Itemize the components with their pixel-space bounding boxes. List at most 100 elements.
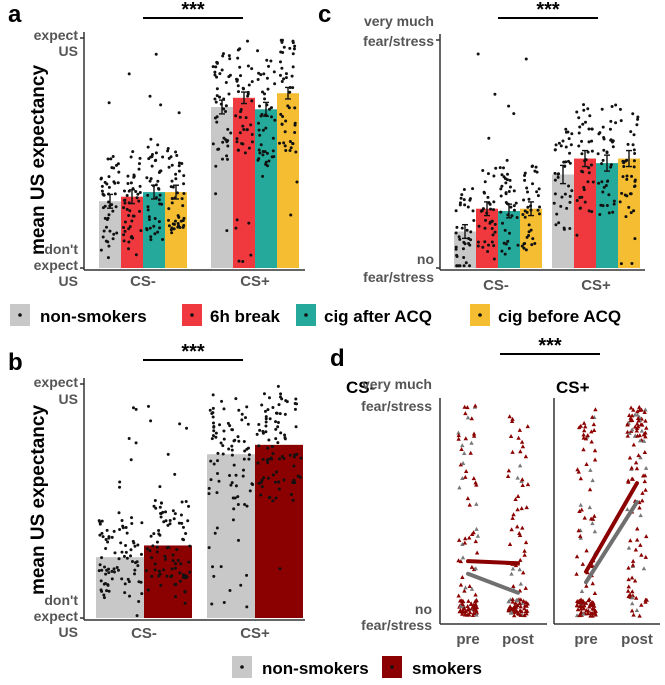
data-point [180, 500, 184, 504]
data-point [462, 264, 466, 268]
data-point [280, 66, 284, 70]
data-point [173, 219, 177, 223]
data-point [176, 558, 180, 562]
data-point [111, 155, 115, 159]
data-point [145, 228, 149, 232]
data-point [527, 223, 531, 227]
data-point [454, 245, 458, 249]
data-point [466, 205, 470, 209]
data-point [282, 77, 286, 81]
data-point [462, 404, 467, 409]
panel-c-xtick-csminus: CS- [483, 277, 509, 294]
data-point [257, 481, 261, 485]
data-point [462, 536, 468, 541]
data-point [137, 199, 141, 203]
data-point [245, 128, 249, 132]
data-point [515, 216, 519, 220]
data-point [171, 509, 175, 513]
data-point [574, 571, 579, 576]
data-point [580, 152, 584, 156]
data-point [279, 392, 283, 396]
data-point [250, 99, 254, 103]
bar-6h-break-CS+ [574, 158, 596, 268]
data-point [554, 143, 558, 147]
data-point [102, 582, 106, 586]
data-point [177, 111, 181, 115]
data-point [518, 557, 523, 562]
data-point [220, 157, 224, 161]
data-point [583, 424, 588, 429]
data-point [225, 154, 229, 158]
data-point [138, 191, 142, 195]
data-point [582, 103, 586, 107]
data-point [490, 219, 494, 223]
data-point [284, 76, 288, 80]
data-point [468, 602, 474, 607]
data-point [633, 237, 637, 241]
data-point [179, 513, 183, 517]
data-point [185, 426, 189, 430]
data-point [255, 432, 259, 436]
data-point [521, 213, 525, 217]
data-point [580, 139, 584, 143]
data-point [576, 469, 581, 474]
data-point [586, 180, 590, 184]
data-point [266, 87, 270, 91]
data-point [236, 90, 240, 94]
data-point [566, 159, 570, 163]
data-point [592, 448, 598, 453]
data-point [298, 475, 302, 479]
data-point [291, 86, 295, 90]
data-point [126, 181, 130, 185]
data-point [489, 207, 493, 211]
data-point [246, 64, 250, 68]
data-point [522, 606, 527, 611]
data-point [155, 540, 159, 544]
data-point [592, 590, 598, 595]
data-point [635, 433, 640, 438]
data-point [166, 218, 170, 222]
data-point [129, 155, 133, 159]
data-point [122, 239, 126, 243]
data-point [629, 211, 633, 215]
data-point [590, 603, 595, 608]
data-point [130, 219, 134, 223]
data-point [568, 151, 572, 155]
data-point [101, 192, 105, 196]
data-point [512, 208, 516, 212]
data-point [293, 106, 297, 110]
data-point [622, 164, 626, 168]
panel-d-facet-csminus: CS- [346, 378, 375, 397]
data-point [260, 485, 264, 489]
panel-c-ytick-nofear: fear/stress [363, 269, 434, 285]
data-point [522, 552, 527, 557]
data-point [183, 590, 187, 594]
data-point [222, 429, 226, 433]
data-point [257, 71, 261, 75]
data-point [515, 524, 520, 529]
data-point [574, 554, 580, 559]
data-point [508, 185, 512, 189]
data-point [483, 240, 487, 244]
data-point [256, 49, 260, 53]
bar-non-smokers-CS- [99, 201, 121, 268]
data-point [523, 215, 527, 219]
data-point [230, 453, 234, 457]
data-point [493, 222, 497, 226]
data-point [641, 438, 647, 443]
data-point [628, 538, 633, 543]
data-point [247, 453, 251, 457]
data-point [626, 584, 631, 589]
data-point [261, 457, 265, 461]
data-point [598, 212, 602, 216]
data-point [486, 172, 490, 176]
data-point [471, 431, 477, 436]
data-point [625, 433, 630, 438]
data-point [482, 190, 486, 194]
data-point [157, 569, 161, 573]
data-point [245, 573, 249, 577]
data-point [107, 200, 111, 204]
data-point [126, 247, 130, 251]
data-point [106, 540, 110, 544]
